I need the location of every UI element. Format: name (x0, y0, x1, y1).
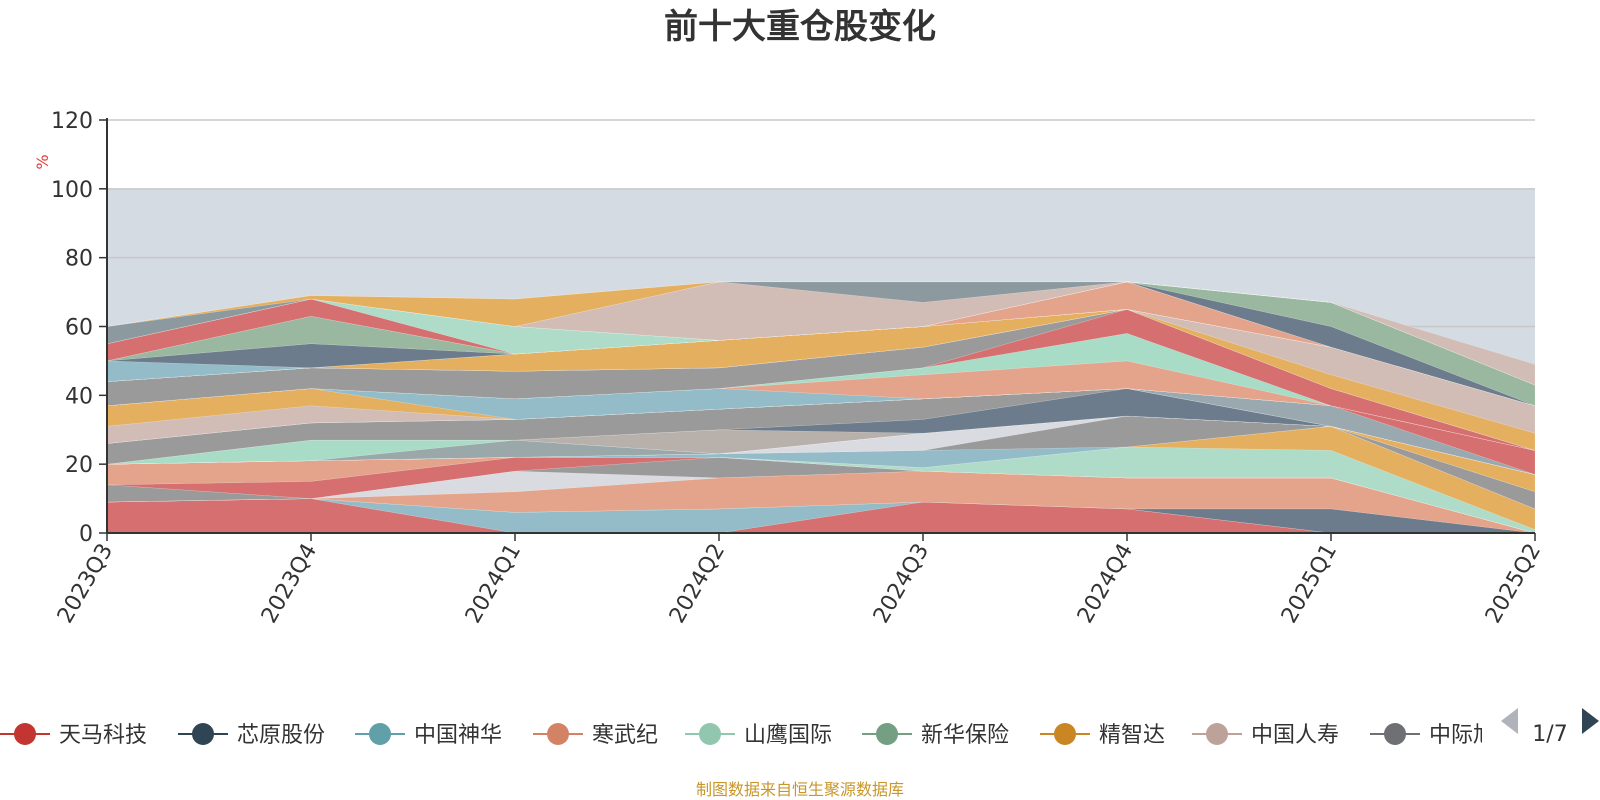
legend: 天马科技 芯原股份 中国神华 寒武纪 山鹰国际 新华保险 精智达 中国人寿 中际旭创 (0, 723, 1517, 748)
legend-item[interactable]: 寒武纪 (533, 723, 658, 748)
y-tick-label: 120 (51, 109, 93, 134)
legend-label: 中国人寿 (1251, 723, 1339, 748)
legend-marker (369, 723, 391, 745)
legend-marker (1384, 723, 1406, 745)
y-axis-ticks: 0 20 40 60 80 100 120 (51, 109, 107, 547)
legend-prev-icon[interactable] (1501, 708, 1518, 734)
x-tick-label: 2024Q2 (665, 540, 730, 628)
legend-item[interactable]: 中际旭创 (1370, 723, 1517, 748)
legend-item[interactable]: 精智达 (1040, 723, 1165, 748)
legend-item[interactable]: 新华保险 (862, 723, 1009, 748)
x-tick-label: 2023Q3 (53, 540, 118, 628)
legend-marker (699, 723, 721, 745)
y-tick-label: 80 (65, 247, 93, 272)
y-tick-label: 100 (51, 178, 93, 203)
legend-label: 中际旭创 (1429, 723, 1517, 748)
legend-label: 精智达 (1099, 723, 1165, 748)
y-tick-label: 60 (65, 316, 93, 341)
x-tick-label: 2023Q4 (257, 540, 322, 628)
x-tick-label: 2025Q1 (1277, 540, 1342, 628)
y-axis-unit: % (33, 154, 52, 169)
legend-item[interactable]: 山鹰国际 (685, 723, 832, 748)
legend-item[interactable]: 中国人寿 (1192, 723, 1339, 748)
y-tick-label: 40 (65, 384, 93, 409)
legend-label: 中国神华 (414, 723, 502, 748)
legend-marker (14, 723, 36, 745)
legend-marker (1054, 723, 1076, 745)
area-layer-46 (106, 281, 1536, 386)
legend-marker (547, 723, 569, 745)
x-tick-label: 2024Q4 (1073, 540, 1138, 628)
legend-marker (192, 723, 214, 745)
data-source-note: 制图数据来自恒生聚源数据库 (696, 780, 904, 799)
y-tick-label: 0 (79, 522, 93, 547)
area-layers (106, 281, 1536, 534)
x-tick-label: 2025Q2 (1481, 540, 1546, 628)
legend-next-icon[interactable] (1582, 708, 1599, 734)
legend-label: 芯原股份 (237, 723, 325, 748)
legend-page-indicator: 1/7 (1532, 722, 1567, 747)
legend-marker (1206, 723, 1228, 745)
legend-item[interactable]: 芯原股份 (178, 723, 325, 748)
x-tick-label: 2024Q1 (461, 540, 526, 628)
x-tick-label: 2024Q3 (869, 540, 934, 628)
legend-label: 寒武纪 (592, 723, 658, 748)
y-tick-label: 20 (65, 453, 93, 478)
legend-label: 山鹰国际 (744, 723, 832, 748)
legend-label: 新华保险 (921, 723, 1009, 748)
legend-item[interactable]: 中国神华 (355, 723, 502, 748)
legend-label: 天马科技 (59, 723, 147, 748)
x-axis-ticks: 2023Q3 2023Q4 2024Q1 2024Q2 2024Q3 2024Q4 2025… (53, 533, 1546, 628)
legend-marker (876, 723, 898, 745)
legend-pager[interactable]: 1/7 (1501, 708, 1599, 747)
legend-item[interactable]: 天马科技 (0, 723, 147, 748)
chart-title: 前十大重仓股变化 (664, 7, 936, 47)
